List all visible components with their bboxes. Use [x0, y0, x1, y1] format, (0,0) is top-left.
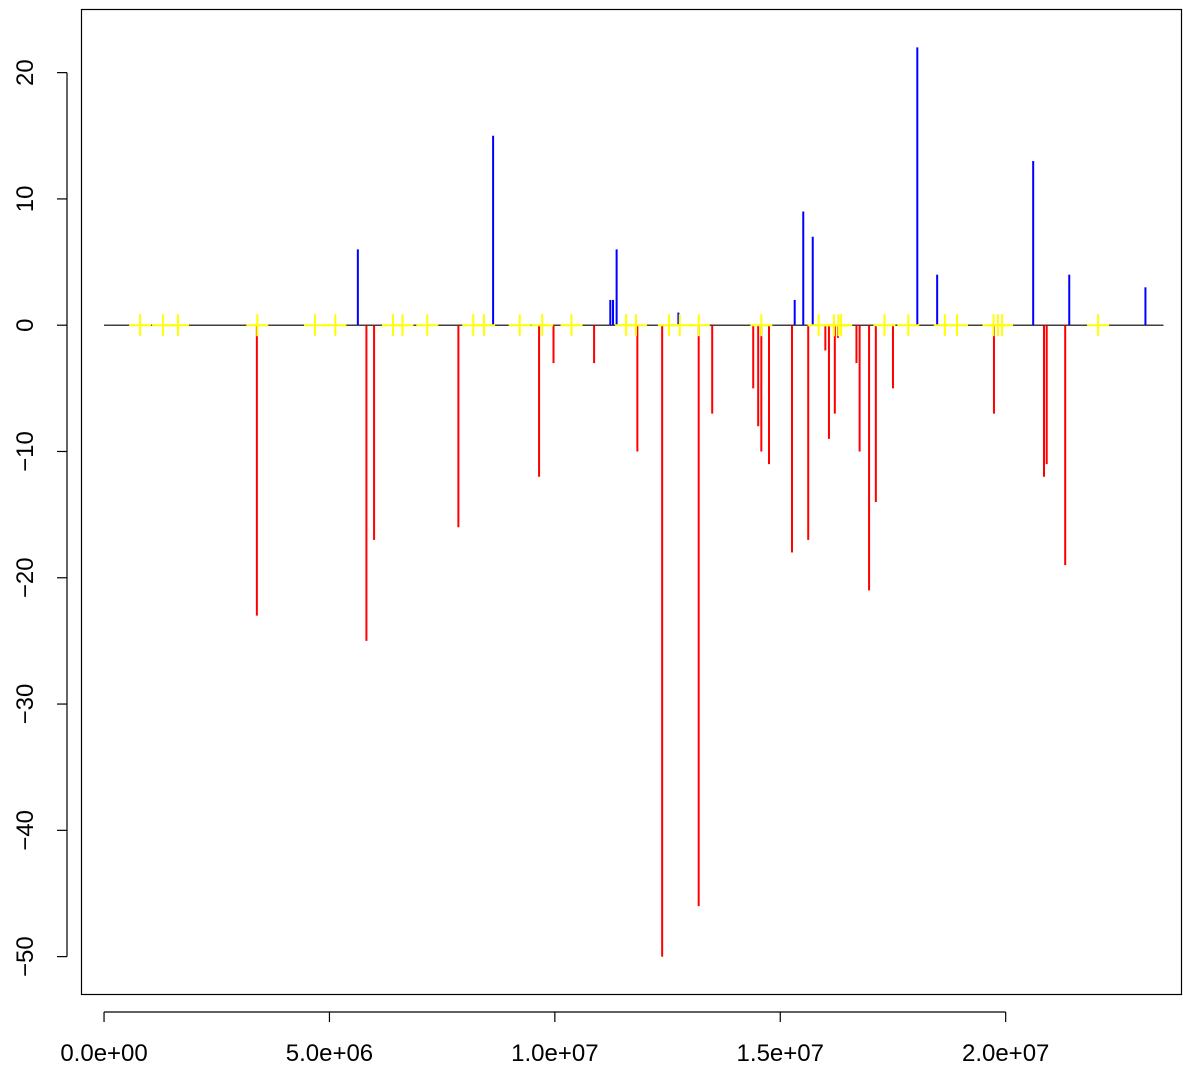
x-tick-label: 5.0e+06 — [286, 1040, 373, 1067]
y-tick-label: −40 — [12, 810, 39, 851]
plus-marker — [830, 314, 853, 337]
bars-layer — [255, 47, 1147, 957]
plus-marker — [1087, 314, 1110, 337]
plus-marker — [304, 314, 327, 337]
plus-marker — [991, 314, 1014, 337]
y-tick-label: −20 — [12, 557, 39, 598]
plus-marker — [166, 314, 189, 337]
plus-marker — [945, 314, 968, 337]
plus-marker — [531, 314, 554, 337]
plus-marker — [560, 314, 583, 337]
plus-marker — [625, 314, 648, 337]
y-tick-label: −30 — [12, 684, 39, 725]
plus-marker — [897, 314, 920, 337]
x-tick-label: 0.0e+00 — [60, 1040, 147, 1067]
plus-marker — [668, 314, 691, 337]
plus-marker — [473, 314, 496, 337]
markers-layer — [129, 314, 1110, 337]
x-tick-label: 2.0e+07 — [962, 1040, 1049, 1067]
plot-frame — [80, 8, 1183, 996]
x-tick-label: 1.5e+07 — [737, 1040, 824, 1067]
plus-marker — [416, 314, 439, 337]
plus-marker — [129, 314, 152, 337]
plus-marker — [246, 314, 269, 337]
plus-marker — [687, 314, 710, 337]
y-tick-label: 10 — [12, 186, 39, 213]
y-tick-label: −50 — [12, 936, 39, 977]
plus-marker — [873, 314, 896, 337]
plus-marker — [508, 314, 531, 337]
y-tick-label: 0 — [12, 319, 39, 332]
x-tick-label: 1.0e+07 — [511, 1040, 598, 1067]
x-axis: 0.0e+00 5.0e+06 1.0e+07 1.5e+07 2.0e+07 — [60, 1011, 1049, 1067]
y-axis: −50 −40 −30 −20 −10 0 10 20 — [12, 59, 68, 977]
plus-marker — [391, 314, 414, 337]
plus-marker — [750, 314, 773, 337]
plus-marker — [324, 314, 347, 337]
y-tick-label: −10 — [12, 431, 39, 472]
y-tick-label: 20 — [12, 59, 39, 86]
